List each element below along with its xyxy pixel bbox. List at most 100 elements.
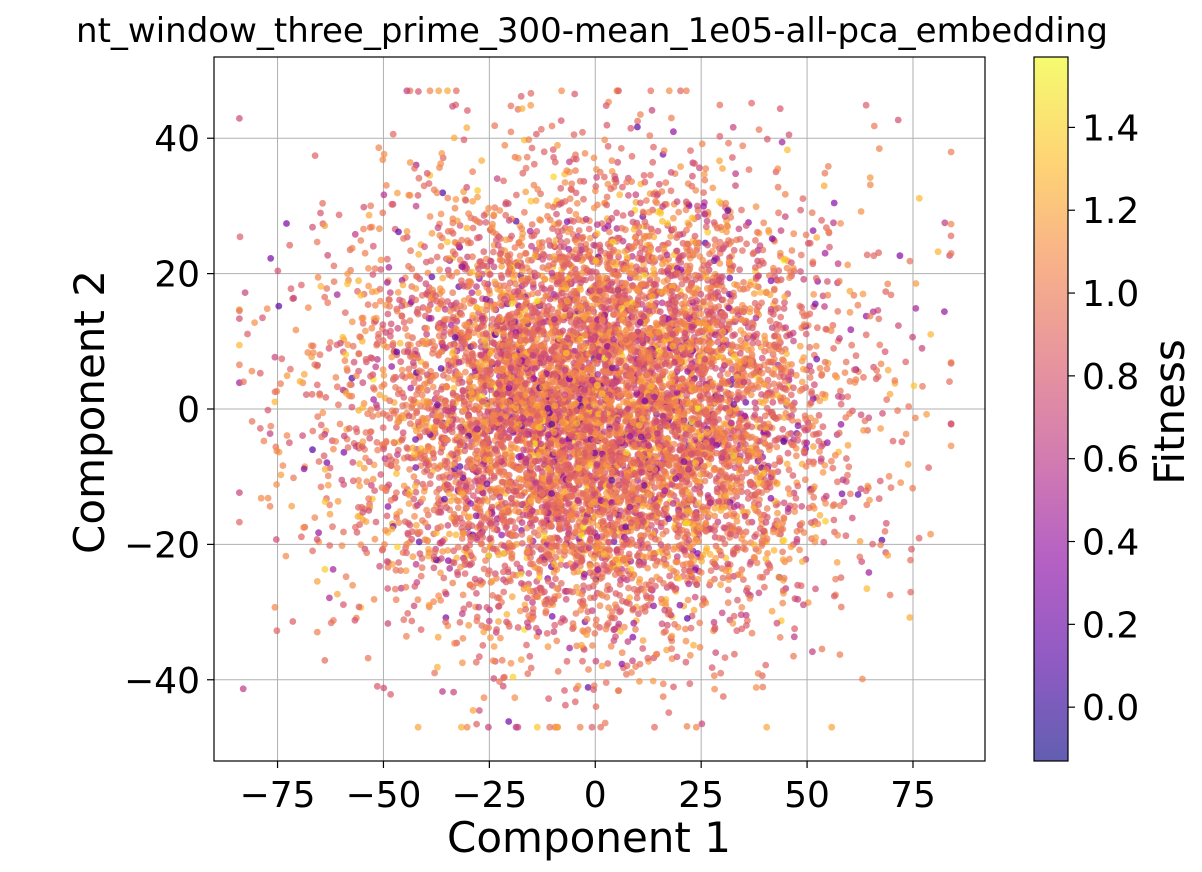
data-point bbox=[780, 357, 787, 365]
data-point bbox=[387, 332, 394, 340]
data-point bbox=[675, 208, 683, 216]
data-point bbox=[423, 169, 431, 177]
data-point bbox=[363, 478, 371, 486]
data-point bbox=[830, 199, 838, 207]
data-point bbox=[766, 564, 774, 572]
data-point bbox=[650, 602, 657, 610]
data-point bbox=[412, 560, 420, 568]
data-point bbox=[682, 625, 689, 633]
data-point bbox=[496, 299, 504, 307]
data-point bbox=[585, 666, 592, 673]
data-point bbox=[527, 197, 535, 205]
data-point bbox=[669, 468, 677, 475]
data-point bbox=[534, 289, 542, 297]
data-point bbox=[493, 447, 501, 455]
data-point bbox=[437, 569, 444, 577]
data-point bbox=[884, 280, 892, 288]
data-point bbox=[371, 535, 379, 543]
data-point bbox=[349, 342, 357, 350]
data-point bbox=[498, 263, 505, 270]
data-point bbox=[508, 494, 515, 502]
data-point bbox=[551, 158, 559, 166]
data-point bbox=[891, 377, 899, 384]
data-point bbox=[792, 371, 800, 379]
data-point bbox=[373, 341, 380, 349]
data-point bbox=[712, 542, 720, 550]
data-point bbox=[563, 238, 571, 245]
data-point bbox=[887, 291, 895, 299]
data-point bbox=[533, 228, 541, 235]
data-point bbox=[366, 434, 374, 442]
data-point bbox=[292, 326, 300, 334]
data-point bbox=[613, 225, 621, 232]
data-point bbox=[311, 514, 319, 521]
data-point bbox=[752, 405, 760, 412]
data-point bbox=[248, 367, 256, 375]
data-point bbox=[791, 625, 798, 633]
data-point bbox=[402, 567, 410, 575]
data-point bbox=[498, 656, 506, 664]
data-point bbox=[719, 693, 727, 700]
data-point bbox=[742, 611, 750, 619]
data-point bbox=[581, 332, 589, 339]
data-point bbox=[315, 529, 322, 537]
data-point bbox=[659, 693, 667, 700]
data-point bbox=[543, 630, 551, 637]
data-point bbox=[340, 448, 348, 456]
data-point bbox=[637, 199, 644, 207]
data-point bbox=[874, 373, 882, 380]
data-point bbox=[453, 269, 461, 276]
data-point bbox=[390, 438, 398, 446]
data-point bbox=[857, 485, 865, 493]
data-point bbox=[415, 538, 423, 546]
data-point bbox=[664, 239, 672, 247]
data-point bbox=[721, 540, 729, 548]
data-point bbox=[647, 87, 655, 95]
data-point bbox=[512, 479, 520, 487]
data-point bbox=[844, 261, 852, 269]
data-point bbox=[781, 293, 789, 301]
data-point bbox=[734, 596, 741, 604]
data-point bbox=[819, 423, 827, 431]
data-point bbox=[474, 187, 481, 194]
data-point bbox=[668, 114, 675, 122]
data-point bbox=[719, 574, 727, 582]
data-point bbox=[368, 482, 375, 489]
data-point bbox=[392, 596, 400, 604]
data-point bbox=[553, 637, 561, 645]
data-point bbox=[800, 354, 808, 361]
data-point bbox=[383, 255, 391, 263]
data-point bbox=[436, 285, 444, 293]
data-point bbox=[586, 569, 594, 576]
data-point bbox=[413, 521, 420, 529]
data-point bbox=[449, 579, 457, 587]
data-point bbox=[458, 610, 466, 618]
data-point bbox=[491, 204, 499, 212]
data-point bbox=[317, 483, 325, 491]
data-point bbox=[677, 163, 684, 171]
data-point bbox=[379, 321, 387, 328]
data-point bbox=[317, 209, 324, 217]
data-point bbox=[724, 599, 732, 607]
data-point bbox=[423, 324, 431, 332]
data-point bbox=[456, 463, 464, 470]
data-point bbox=[834, 308, 842, 315]
data-point bbox=[469, 168, 476, 176]
data-point bbox=[469, 224, 477, 232]
data-point bbox=[810, 443, 817, 450]
data-point bbox=[476, 403, 484, 411]
data-point bbox=[444, 547, 452, 554]
data-point bbox=[822, 517, 829, 525]
data-point bbox=[498, 531, 505, 539]
data-point bbox=[738, 566, 746, 573]
data-point bbox=[398, 366, 406, 374]
data-point bbox=[769, 398, 777, 406]
data-point bbox=[456, 480, 463, 488]
data-point bbox=[449, 289, 457, 297]
data-point bbox=[576, 723, 584, 731]
data-point bbox=[469, 707, 477, 714]
data-point bbox=[364, 301, 372, 308]
data-point bbox=[781, 190, 789, 198]
data-point bbox=[283, 220, 290, 227]
data-point bbox=[536, 574, 543, 581]
